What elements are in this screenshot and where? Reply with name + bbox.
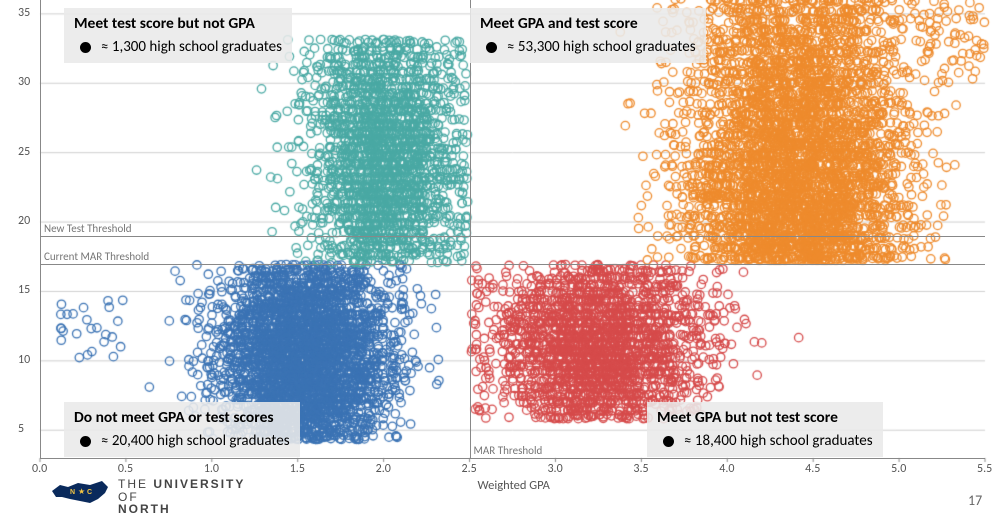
y-tick-label: 15	[18, 283, 30, 297]
current-mar-threshold-line	[40, 264, 985, 265]
quadrant-label-bl: Do not meet GPA or test scores ≈ 20,400 …	[64, 402, 300, 457]
svg-text:N: N	[70, 489, 75, 496]
x-tick-label: 1.5	[290, 462, 305, 476]
quadrant-title: Do not meet GPA or test scores	[74, 408, 290, 429]
quadrant-sub: ≈ 1,300 high school graduates	[101, 37, 282, 57]
x-tick-label: 4.0	[719, 462, 734, 476]
quadrant-sub: ≈ 18,400 high school graduates	[684, 431, 873, 451]
quadrant-label-tr: Meet GPA and test score ≈ 53,300 high sc…	[470, 8, 706, 63]
x-tick-label: 3.5	[633, 462, 648, 476]
y-tick-label: 25	[18, 145, 30, 159]
quadrant-title: Meet test score but not GPA	[74, 14, 282, 35]
new-test-threshold-line	[40, 236, 985, 237]
unc-system-logo: N ★ C THE UNIVERSITY OF NORTH CAROLINA S…	[50, 478, 254, 517]
current-mar-threshold-label: Current MAR Threshold	[44, 250, 149, 263]
svg-text:C: C	[87, 489, 92, 496]
x-tick-label: 4.5	[805, 462, 820, 476]
quadrant-title: Meet GPA and test score	[480, 14, 696, 35]
x-tick-label: 5.5	[977, 462, 992, 476]
y-tick-label: 10	[18, 353, 30, 367]
x-tick-label: 2.5	[462, 462, 477, 476]
bullet-icon	[80, 436, 91, 447]
x-tick-label: 1.0	[204, 462, 219, 476]
bullet-icon	[486, 42, 497, 53]
mar-threshold-line	[470, 0, 471, 458]
y-tick-label: 30	[18, 75, 30, 89]
quadrant-label-tl: Meet test score but not GPA ≈ 1,300 high…	[64, 8, 292, 63]
x-tick-label: 0.0	[32, 462, 47, 476]
y-tick-label: 20	[18, 214, 30, 228]
x-tick-label: 0.5	[118, 462, 133, 476]
nc-state-icon: N ★ C	[50, 475, 110, 507]
y-axis-line	[40, 0, 41, 458]
x-tick-label: 5.0	[891, 462, 906, 476]
x-axis-label: Weighted GPA	[478, 478, 550, 493]
page-number: 17	[968, 492, 982, 509]
x-axis-line	[40, 458, 985, 459]
x-tick-label: 3.0	[547, 462, 562, 476]
mar-threshold-label: MAR Threshold	[474, 444, 543, 457]
quadrant-title: Meet GPA but not test score	[657, 408, 873, 429]
quadrant-label-br: Meet GPA but not test score ≈ 18,400 hig…	[647, 402, 883, 457]
y-tick-label: 5	[18, 422, 24, 436]
svg-text:★: ★	[78, 487, 85, 497]
new-test-threshold-label: New Test Threshold	[44, 222, 132, 235]
bullet-icon	[663, 436, 674, 447]
x-tick-label: 2.0	[376, 462, 391, 476]
y-tick-label: 35	[18, 6, 30, 20]
quadrant-sub: ≈ 53,300 high school graduates	[507, 37, 696, 57]
bullet-icon	[80, 42, 91, 53]
quadrant-sub: ≈ 20,400 high school graduates	[101, 431, 290, 451]
